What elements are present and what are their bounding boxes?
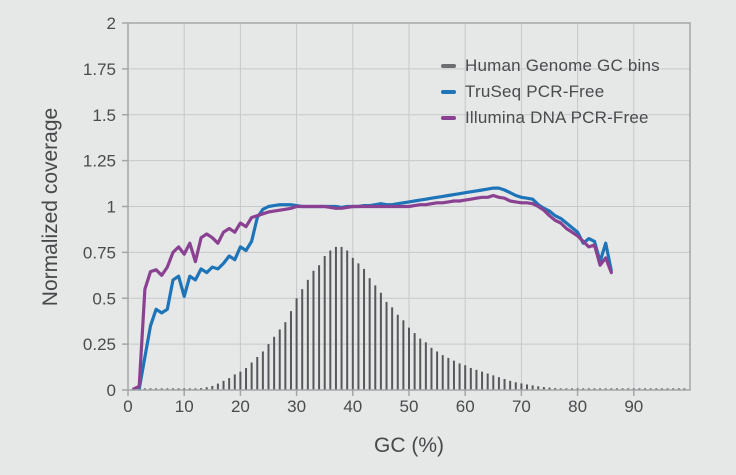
x-tick-label: 70 xyxy=(512,397,531,416)
y-tick-label: 1.75 xyxy=(83,60,116,79)
y-tick-label: 2 xyxy=(107,14,116,33)
x-tick-label: 0 xyxy=(123,397,132,416)
legend-label: Illumina DNA PCR-Free xyxy=(465,108,649,127)
tick-labels: 0 10 20 30 40 50 60 70 80 90 0 0.25 0.5 0.75 1 1.25 1.5 1… xyxy=(83,14,643,416)
legend-swatch xyxy=(441,90,456,94)
y-tick-label: 1 xyxy=(107,198,116,217)
x-tick-label: 90 xyxy=(624,397,643,416)
y-tick-label: 1.25 xyxy=(83,152,116,171)
series-line xyxy=(132,193,613,391)
legend-swatch xyxy=(441,116,456,120)
x-tick-label: 20 xyxy=(231,397,250,416)
axes-and-ticks xyxy=(122,22,691,396)
gc-bins-bars xyxy=(132,246,686,390)
x-tick-label: 60 xyxy=(456,397,475,416)
y-tick-label: 0.75 xyxy=(83,243,116,262)
y-tick-label: 0 xyxy=(107,381,116,400)
y-tick-label: 1.5 xyxy=(92,106,116,125)
legend-label: Human Genome GC bins xyxy=(465,56,660,75)
y-tick-label: 0.25 xyxy=(83,335,116,354)
legend-item: Human Genome GC bins xyxy=(441,53,660,79)
coverage-lines xyxy=(132,186,613,391)
x-tick-label: 50 xyxy=(400,397,419,416)
legend-swatch xyxy=(441,64,456,68)
x-tick-label: 30 xyxy=(287,397,306,416)
x-tick-label: 80 xyxy=(568,397,587,416)
x-axis-title: GC (%) xyxy=(374,434,444,457)
series-line xyxy=(137,186,613,391)
x-tick-label: 10 xyxy=(175,397,194,416)
y-axis-title: Normalized coverage xyxy=(39,108,62,306)
y-tick-label: 0.5 xyxy=(92,289,116,308)
legend-item: Illumina DNA PCR-Free xyxy=(441,105,660,131)
legend-label: TruSeq PCR-Free xyxy=(465,82,605,101)
legend-item: TruSeq PCR-Free xyxy=(441,79,660,105)
x-tick-label: 40 xyxy=(343,397,362,416)
legend: Human Genome GC bins TruSeq PCR-Free Illum… xyxy=(441,53,660,131)
